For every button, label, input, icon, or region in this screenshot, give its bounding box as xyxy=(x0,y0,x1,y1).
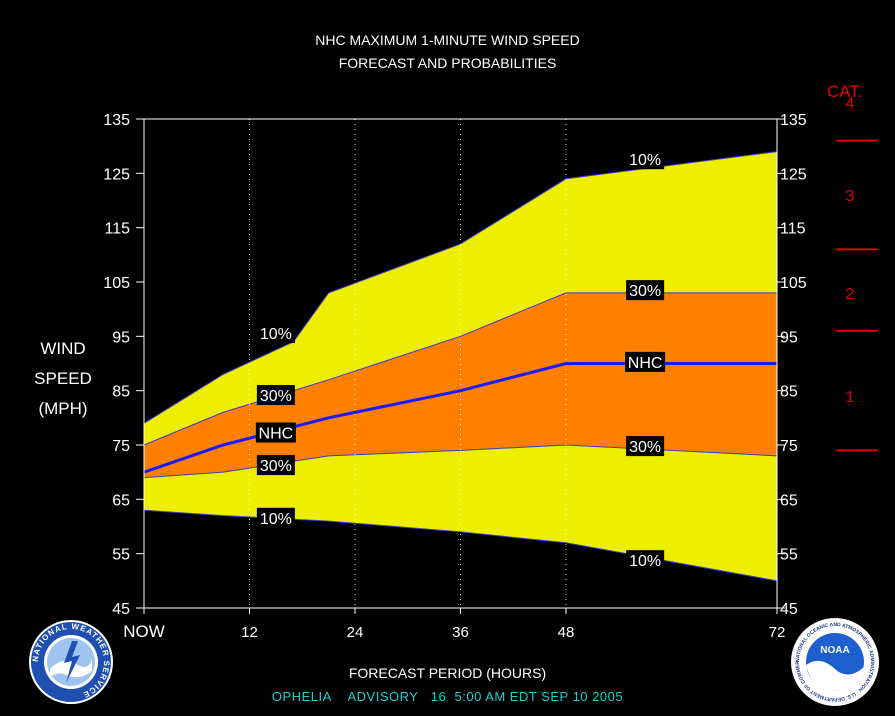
y-tick-label-right-75: 75 xyxy=(780,438,798,455)
nhc-forecast-line xyxy=(143,362,777,474)
y-axis-label-line1: WIND xyxy=(40,339,86,358)
band-label-1: 30% xyxy=(256,385,295,406)
storm-name: OPHELIA xyxy=(271,689,332,704)
y-tick-label-right-135: 135 xyxy=(780,112,807,129)
band-label-8: 30% xyxy=(626,436,665,457)
band-label-box xyxy=(256,507,295,528)
band-label-text: 30% xyxy=(260,458,292,475)
band-label-text: 10% xyxy=(260,511,292,528)
band-label-box xyxy=(256,455,295,476)
x-tick-label-12: 12 xyxy=(241,624,258,641)
category-label-1: 1 xyxy=(846,389,855,406)
y-tick-label-left-45: 45 xyxy=(112,601,130,618)
y-axis-label-line3: (MPH) xyxy=(38,399,88,418)
chart-title-line2: FORECAST AND PROBABILITIES xyxy=(338,55,557,71)
y-tick-label-right-115: 115 xyxy=(780,221,806,238)
y-tick-label-left-135: 135 xyxy=(103,112,130,129)
y-tick-label-right-105: 105 xyxy=(780,275,807,292)
band-label-4: 10% xyxy=(256,507,295,528)
band-label-box xyxy=(255,422,296,443)
x-tick-label-24: 24 xyxy=(347,624,364,641)
y-tick-label-left-75: 75 xyxy=(112,438,130,455)
band-label-text: 10% xyxy=(629,152,661,169)
band-label-7: NHC xyxy=(625,351,666,372)
band-edge-lower-10 xyxy=(143,509,778,582)
x-tick-label-72: 72 xyxy=(769,624,786,641)
x-tick-label-now: NOW xyxy=(123,622,165,641)
band-label-box xyxy=(256,323,295,344)
band-label-box xyxy=(626,280,665,301)
y-tick-label-left-125: 125 xyxy=(103,166,130,183)
y-tick-label-left-55: 55 xyxy=(112,547,130,564)
band-label-box xyxy=(626,149,665,170)
band-label-text: 30% xyxy=(629,439,661,456)
noaa-logo-text: NOAA xyxy=(820,645,849,656)
band-label-5: 10% xyxy=(626,149,665,170)
band-label-text: 10% xyxy=(629,553,661,570)
y-tick-label-left-105: 105 xyxy=(103,275,130,292)
band-label-box xyxy=(626,550,665,571)
band-label-6: 30% xyxy=(626,280,665,301)
y-tick-label-right-55: 55 xyxy=(780,547,798,564)
band-label-text: 10% xyxy=(260,326,292,343)
y-tick-label-left-65: 65 xyxy=(112,492,130,509)
y-tick-label-right-65: 65 xyxy=(780,492,798,509)
band-label-box xyxy=(625,351,666,372)
band-edge-upper-30 xyxy=(143,292,777,446)
band-label-0: 10% xyxy=(256,323,295,344)
y-tick-label-left-95: 95 xyxy=(112,329,130,346)
category-label-4: 4 xyxy=(846,96,855,113)
band-label-2: NHC xyxy=(255,422,296,443)
plot-area: 45 45 55 55 65 65 75 75 85 85 95 95 105 105 115 115 125 1… xyxy=(103,96,878,641)
category-axis-title: CAT. xyxy=(827,82,863,101)
band-edge-upper-10 xyxy=(143,151,778,424)
band-lower-30-10 xyxy=(144,445,777,581)
category-label-3: 3 xyxy=(846,188,855,205)
y-tick-label-right-125: 125 xyxy=(780,166,807,183)
x-axis-label: FORECAST PERIOD (HOURS) xyxy=(348,665,547,681)
advisory-time: 5:00 AM EDT SEP 10 2005 xyxy=(454,689,624,704)
band-label-text: 30% xyxy=(260,388,292,405)
noaa-logo: NOAA NATIONAL OCEANIC AND ATMOSPHERIC AD… xyxy=(790,617,879,706)
band-label-box xyxy=(626,436,665,457)
advisory-footer: OPHELIA ADVISORY 16 5:00 AM EDT SEP 10 2… xyxy=(0,689,895,704)
band-label-3: 30% xyxy=(256,455,295,476)
y-tick-label-right-95: 95 xyxy=(780,329,798,346)
band-label-box xyxy=(256,385,295,406)
chart-title-line1: NHC MAXIMUM 1-MINUTE WIND SPEED xyxy=(315,32,580,48)
y-tick-label-right-45: 45 xyxy=(780,601,798,618)
y-tick-label-left-85: 85 xyxy=(112,384,130,401)
y-tick-label-right-85: 85 xyxy=(780,384,798,401)
nws-logo: NATIONAL WEATHER SERVICE xyxy=(29,620,113,704)
band-label-text: NHC xyxy=(628,355,663,372)
category-label-2: 2 xyxy=(846,286,855,303)
x-tick-label-36: 36 xyxy=(452,624,469,641)
band-30-30 xyxy=(144,292,777,478)
band-label-text: 30% xyxy=(629,283,661,300)
y-tick-label-left-115: 115 xyxy=(104,221,130,238)
band-upper-10-30 xyxy=(144,151,777,445)
y-axis-label-line2: SPEED xyxy=(34,369,92,388)
x-tick-label-48: 48 xyxy=(558,624,575,641)
advisory-label: ADVISORY xyxy=(347,689,419,704)
advisory-number: 16 xyxy=(430,689,447,704)
band-label-text: NHC xyxy=(259,426,294,443)
band-label-9: 10% xyxy=(626,550,665,571)
